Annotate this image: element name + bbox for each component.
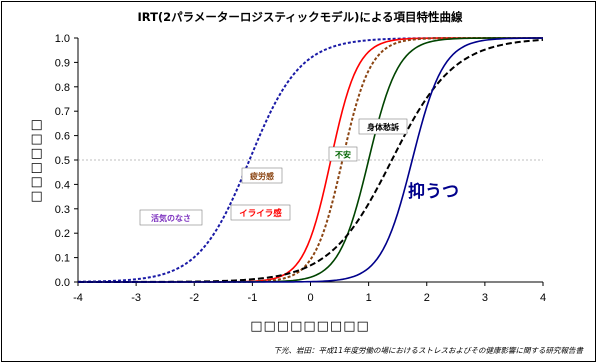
y-tick-label: 1.0: [55, 33, 70, 45]
y-tick-label: 0.7: [55, 106, 70, 118]
curves-group: [77, 37, 544, 283]
y-tick-label: 0.5: [55, 155, 70, 167]
x-tick-label: -3: [131, 292, 141, 304]
y-tick-label: 0.4: [55, 179, 70, 191]
y-axis-label: □□□□□□: [29, 117, 44, 203]
x-tick-label: 0: [307, 292, 313, 304]
x-tick-label: 2: [424, 292, 430, 304]
label-kiryoku: 活気のなさ: [139, 209, 203, 226]
label-hirou: 疲労感: [241, 167, 283, 184]
x-axis-label: □□□□□□□□□: [250, 319, 370, 334]
label-yokuutsu-text: 抑うつ: [408, 181, 459, 202]
x-tick-label: -4: [73, 292, 83, 304]
label-shintai: 身体愁訴: [358, 118, 408, 135]
x-tick-label: 3: [482, 292, 488, 304]
y-tick-label: 0.9: [55, 57, 70, 69]
y-tick-label: 0.3: [55, 204, 70, 216]
label-iraira: イライラ感: [230, 204, 291, 221]
x-axis-ticks: -4 -3 -2 -1 0 1 2 3 4: [73, 282, 546, 304]
label-fuan: 不安: [328, 146, 358, 162]
x-tick-label: 4: [540, 292, 546, 304]
label-fuan-text: 不安: [335, 150, 351, 160]
x-tick-label: 1: [366, 292, 372, 304]
y-tick-label: 0.2: [55, 228, 70, 240]
y-tick-label: 0.1: [55, 253, 70, 265]
y-tick-label: 0.0: [55, 277, 70, 289]
label-hirou-text: 疲労感: [250, 171, 274, 181]
label-yokuutsu: 抑うつ: [408, 181, 459, 202]
label-shintai-text: 身体愁訴: [367, 122, 399, 132]
x-tick-label: -1: [247, 292, 257, 304]
x-tick-label: -2: [189, 292, 199, 304]
y-tick-label: 0.6: [55, 131, 70, 143]
chart-title: IRT(2パラメーターロジスティックモデル)による項目特性曲線: [137, 10, 463, 24]
curve-yokuutsu: [78, 37, 544, 283]
y-axis-ticks: 0.0 0.1 0.2 0.3 0.4 0.5 0.6 0.7 0.8 0.9 1.0: [55, 33, 78, 289]
label-kiryoku-text: 活気のなさ: [151, 213, 191, 223]
label-iraira-text: イライラ感: [239, 208, 282, 219]
y-tick-label: 0.8: [55, 82, 70, 94]
source-note: 下光、岩田：平成11年度労働の場におけるストレスおよびその健康影響に関する研究報…: [273, 346, 583, 355]
